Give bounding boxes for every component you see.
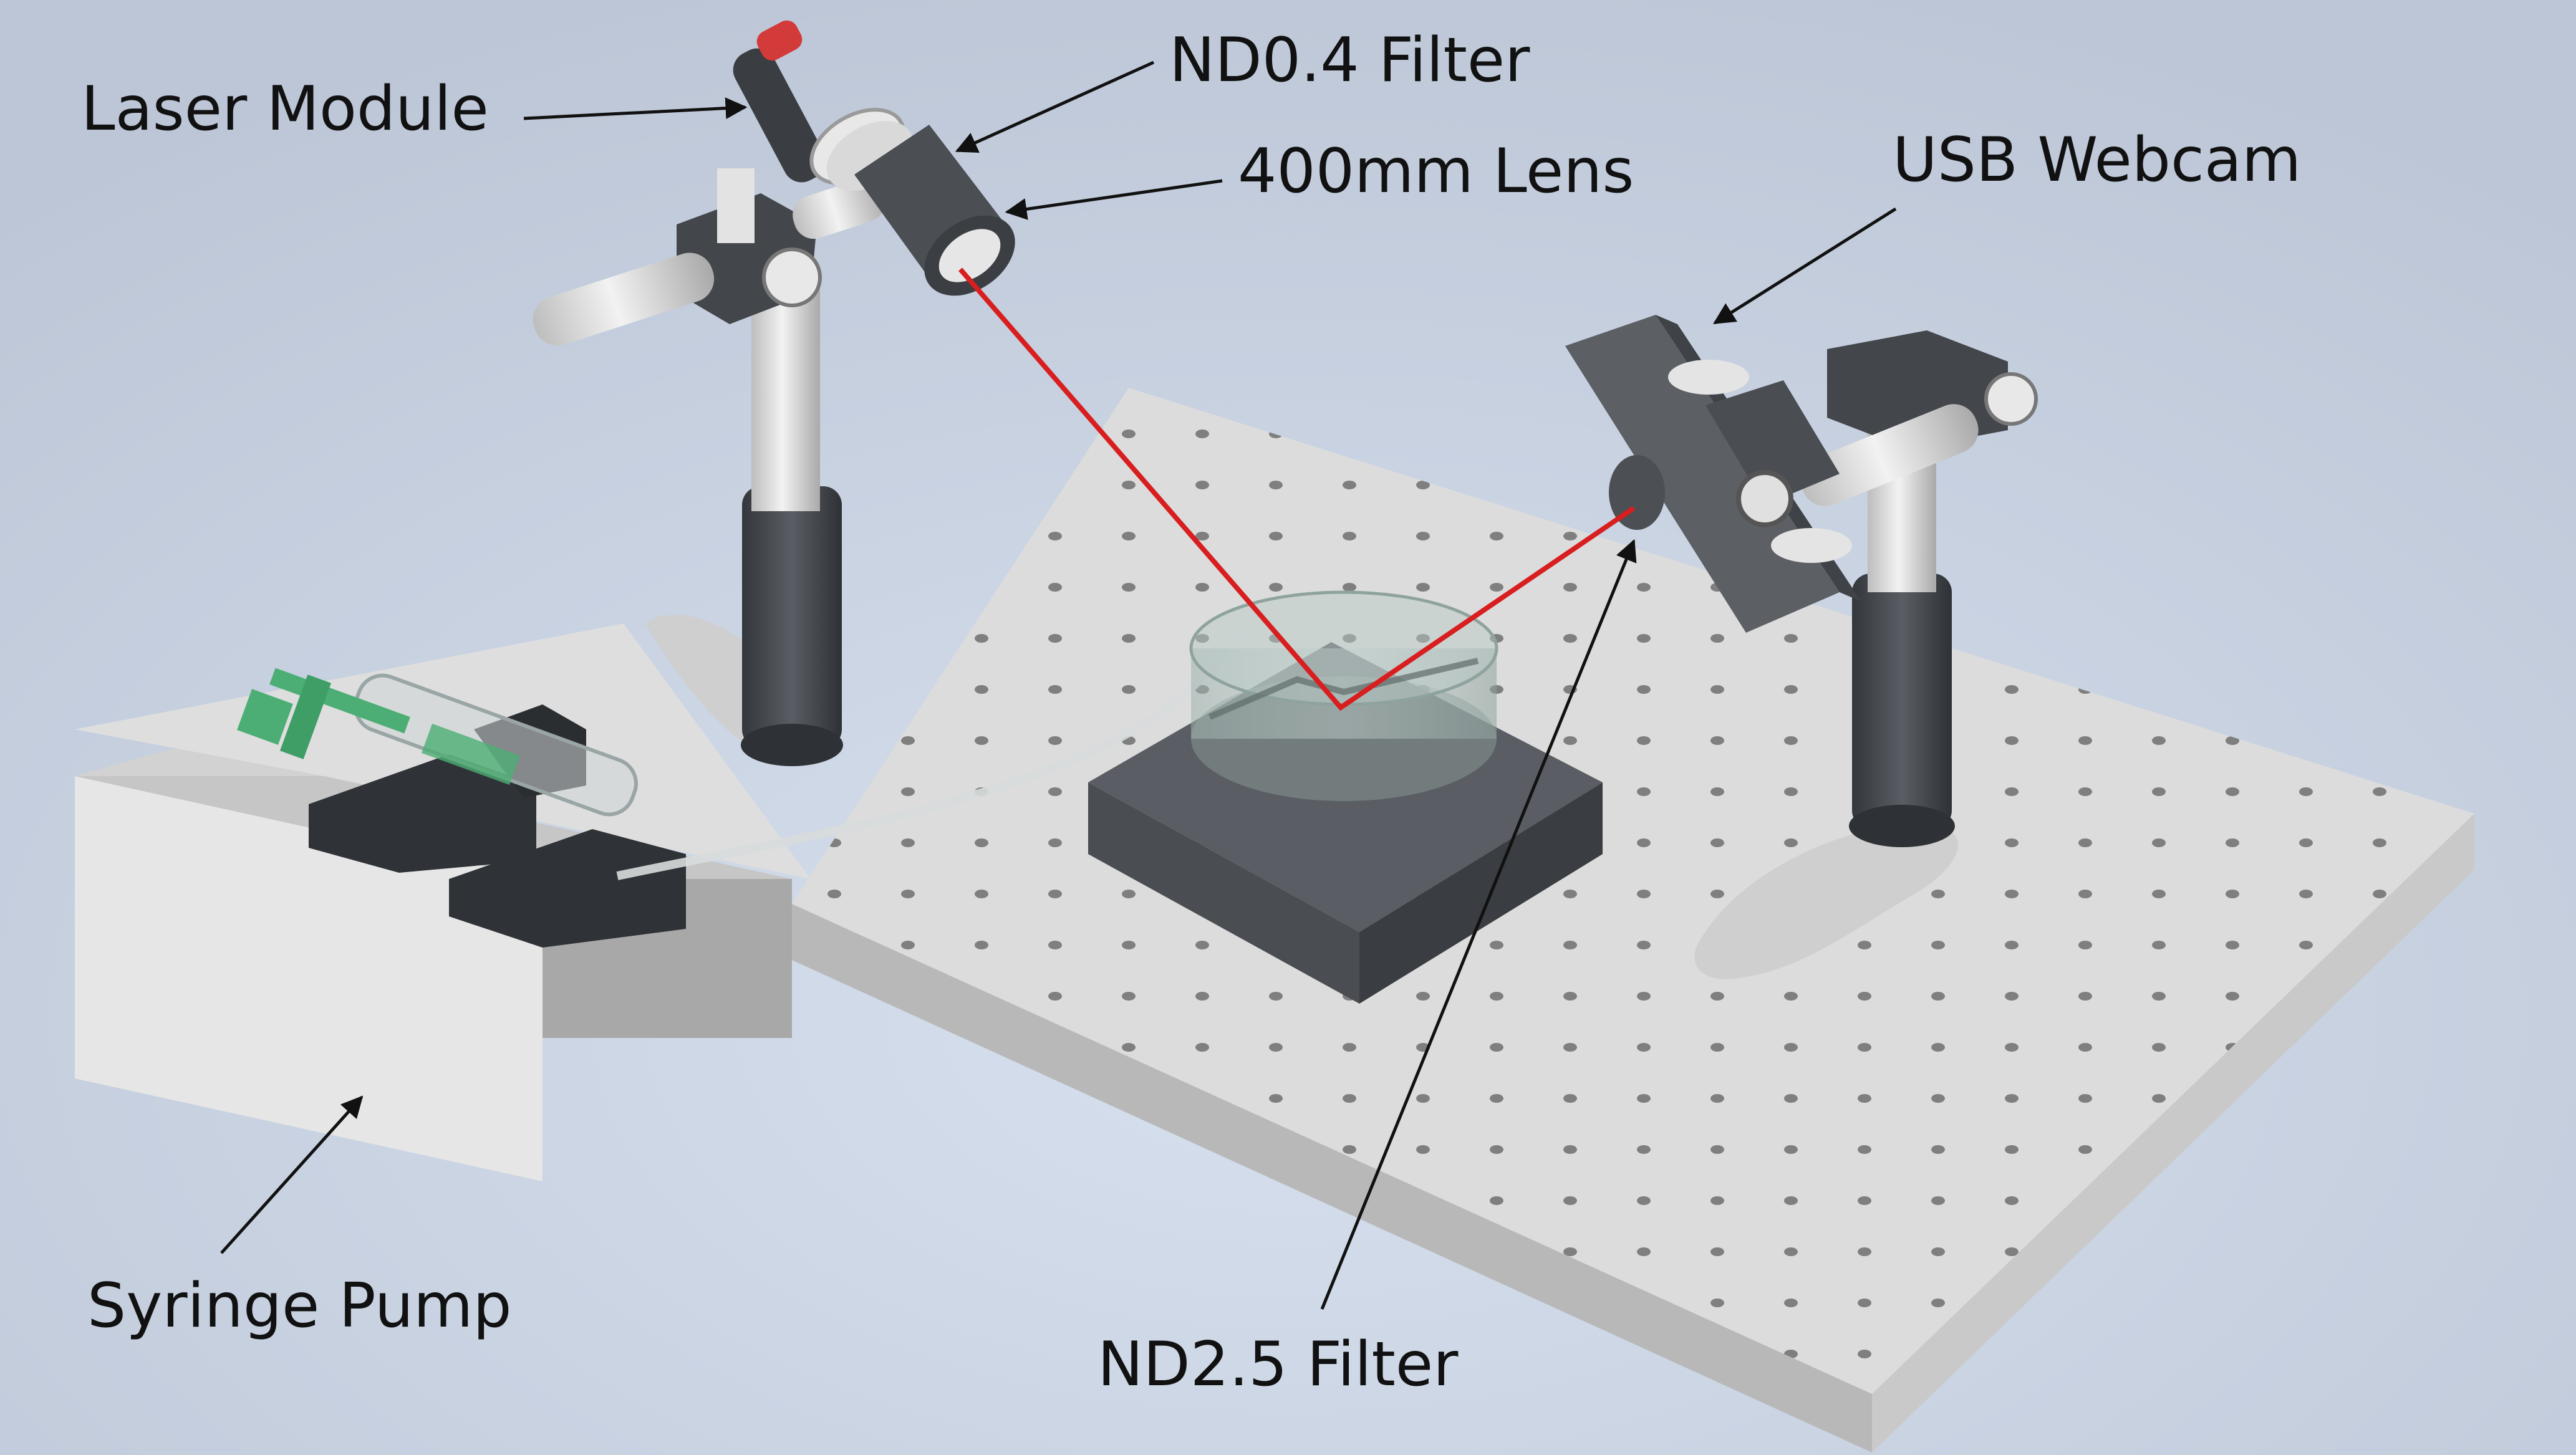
label-nd25-filter: ND2.5 Filter bbox=[1097, 1329, 1459, 1400]
syringe-pump bbox=[237, 668, 686, 948]
liquid-tank bbox=[1189, 590, 1498, 801]
callout-syringe-pump: Syringe Pump bbox=[87, 1095, 512, 1342]
webcam-post-assembly bbox=[1694, 330, 2038, 979]
arrow-laser-module bbox=[523, 97, 748, 120]
arrow-syringe-pump bbox=[220, 1095, 364, 1254]
arrow-nd25-filter bbox=[1320, 539, 1637, 1310]
arrow-usb-webcam bbox=[1713, 207, 1897, 325]
label-laser-module: Laser Module bbox=[81, 74, 489, 145]
laser-post-assembly bbox=[533, 168, 885, 766]
callout-usb-webcam: USB Webcam bbox=[1713, 125, 2301, 325]
laser-beam bbox=[958, 267, 1636, 711]
callout-lens-400mm: 400mm Lens bbox=[1005, 136, 1634, 220]
label-lens-400mm: 400mm Lens bbox=[1238, 136, 1634, 207]
arrow-nd04-filter bbox=[955, 60, 1155, 153]
usb-webcam bbox=[1565, 315, 1861, 633]
lens-400mm bbox=[854, 125, 1015, 296]
laser-module bbox=[733, 20, 826, 183]
label-nd04-filter: ND0.4 Filter bbox=[1169, 25, 1530, 96]
label-syringe-pump: Syringe Pump bbox=[87, 1270, 512, 1342]
callout-laser-module: Laser Module bbox=[81, 74, 748, 145]
nd25-filter bbox=[1609, 455, 1665, 530]
callout-nd04-filter: ND0.4 Filter bbox=[955, 25, 1530, 153]
label-usb-webcam: USB Webcam bbox=[1893, 125, 2301, 196]
callout-nd25-filter: ND2.5 Filter bbox=[1097, 539, 1637, 1400]
arrow-lens-400mm bbox=[1005, 179, 1223, 220]
